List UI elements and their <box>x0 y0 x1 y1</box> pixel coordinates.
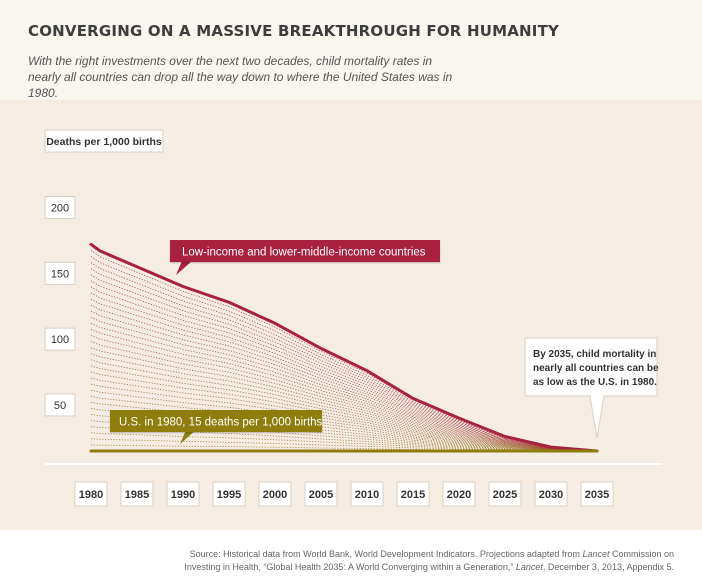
fan-line <box>90 250 598 452</box>
x-tick-label: 2020 <box>447 489 471 501</box>
x-tick-label: 2005 <box>309 489 333 501</box>
x-tick-label: 2025 <box>493 489 517 501</box>
source-line1-pre: Source: Historical data from World Bank,… <box>189 549 583 559</box>
y-tick-box <box>44 196 76 220</box>
x-tick-box <box>304 481 338 507</box>
fan-line <box>90 444 598 452</box>
x-tick-label: 1990 <box>171 489 195 501</box>
y-tick-box <box>44 393 76 417</box>
callout-box <box>524 337 658 397</box>
source-line2-post: , December 3, 2013, Appendix 5. <box>542 562 674 572</box>
us-label-box <box>110 410 322 432</box>
fan-line <box>90 256 598 452</box>
fan-line <box>90 347 598 452</box>
fan-line <box>90 341 598 452</box>
y-tick-label: 200 <box>51 203 69 215</box>
x-tick-box <box>396 481 430 507</box>
chart-area: Deaths per 1,000 births 50 100 150 200 1980 19… <box>0 100 702 530</box>
low-income-label: Low-income and lower-middle-income count… <box>182 247 426 259</box>
y-axis-label-box <box>44 129 164 153</box>
x-tick-label: 2000 <box>263 489 287 501</box>
x-tick-box <box>74 481 108 507</box>
source-note: Source: Historical data from World Bank,… <box>154 548 674 574</box>
y-axis-label: Deaths per 1,000 births <box>46 136 162 148</box>
x-tick-label: 1985 <box>125 489 149 501</box>
x-tick-box <box>534 481 568 507</box>
x-tick-box <box>350 481 384 507</box>
source-line1-em: Lancet <box>582 549 610 559</box>
fan-line <box>90 353 598 452</box>
callout-pointer <box>589 395 605 439</box>
fan-line <box>90 335 598 452</box>
low-income-label-pointer <box>176 261 192 275</box>
x-tick-box <box>258 481 292 507</box>
y-tick-box <box>44 261 76 285</box>
fan-line <box>90 438 598 452</box>
fan-line <box>90 420 598 452</box>
callout-text-line1: By 2035, child mortality in <box>533 349 656 360</box>
callout-text-line3: as low as the U.S. in 1980. <box>533 377 657 388</box>
x-tick-box <box>166 481 200 507</box>
page-subtitle: With the right investments over the next… <box>28 54 453 100</box>
us-label-pointer <box>180 430 196 444</box>
x-tick-box <box>580 481 614 507</box>
fan-line <box>90 316 598 452</box>
y-tick-label: 100 <box>51 334 69 346</box>
y-tick-label: 150 <box>51 268 69 280</box>
fan-line <box>90 310 598 452</box>
fan-line <box>90 268 598 452</box>
x-tick-label: 1995 <box>217 489 241 501</box>
header-banner: CONVERGING ON A MASSIVE BREAKTHROUGH FOR… <box>0 0 702 100</box>
fan-line <box>90 274 598 452</box>
x-tick-label: 2035 <box>585 489 609 501</box>
source-line2-em: Lancet <box>515 562 543 572</box>
y-tick-box <box>44 327 76 351</box>
x-tick-box <box>488 481 522 507</box>
x-tick-label: 2015 <box>401 489 425 501</box>
fan-line <box>90 292 598 452</box>
fan-line <box>90 304 598 452</box>
x-tick-label: 2010 <box>355 489 379 501</box>
us-label: U.S. in 1980, 15 deaths per 1,000 births <box>119 417 323 429</box>
fan-line <box>90 414 598 452</box>
series-line-low-income <box>89 242 599 453</box>
callout-text-line2: nearly all countries can be <box>533 363 659 374</box>
source-line1-post: Commission on <box>609 549 674 559</box>
fan-line <box>90 329 598 452</box>
fan-line <box>90 395 598 452</box>
page-title: CONVERGING ON A MASSIVE BREAKTHROUGH FOR… <box>28 22 560 40</box>
fan-line <box>90 359 598 452</box>
x-tick-label: 2030 <box>539 489 563 501</box>
mortality-chart: Deaths per 1,000 births 50 100 150 200 1980 19… <box>44 129 662 507</box>
x-tick-box <box>120 481 154 507</box>
fan-line <box>90 389 598 452</box>
x-tick-box <box>442 481 476 507</box>
fan-line <box>90 432 598 452</box>
fan-line <box>90 262 598 452</box>
source-line2-pre: Investing in Health, “Global Health 2035… <box>184 562 516 572</box>
y-tick-label: 50 <box>54 400 66 412</box>
callout-pointer-join <box>591 394 603 397</box>
fan-line <box>90 323 598 452</box>
low-income-label-box <box>170 240 440 262</box>
x-tick-label: 1980 <box>79 489 103 501</box>
x-tick-box <box>212 481 246 507</box>
